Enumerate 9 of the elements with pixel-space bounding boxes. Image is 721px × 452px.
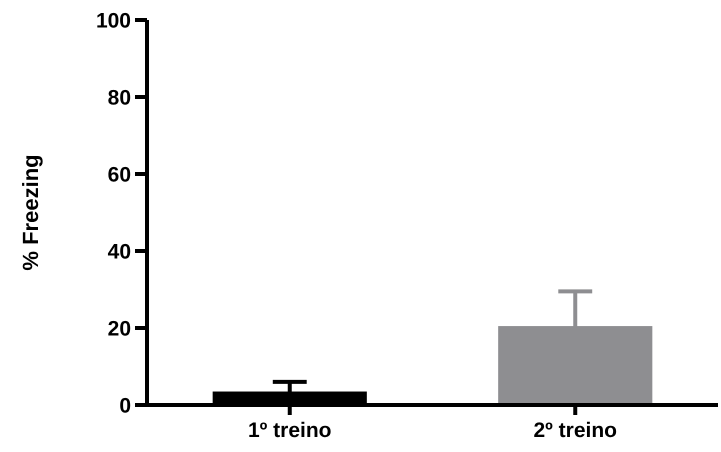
y-tick-label: 40 bbox=[108, 240, 131, 264]
x-tick-label: 2º treino bbox=[533, 419, 618, 442]
y-tick-label: 60 bbox=[108, 163, 131, 186]
x-tick-label: 1º treino bbox=[248, 419, 332, 442]
y-tick-label: 100 bbox=[96, 9, 131, 32]
y-tick-label: 0 bbox=[119, 394, 131, 418]
y-tick-label: 80 bbox=[108, 86, 131, 110]
y-axis-title: % Freezing bbox=[18, 154, 43, 271]
y-tick-label: 20 bbox=[108, 317, 131, 340]
